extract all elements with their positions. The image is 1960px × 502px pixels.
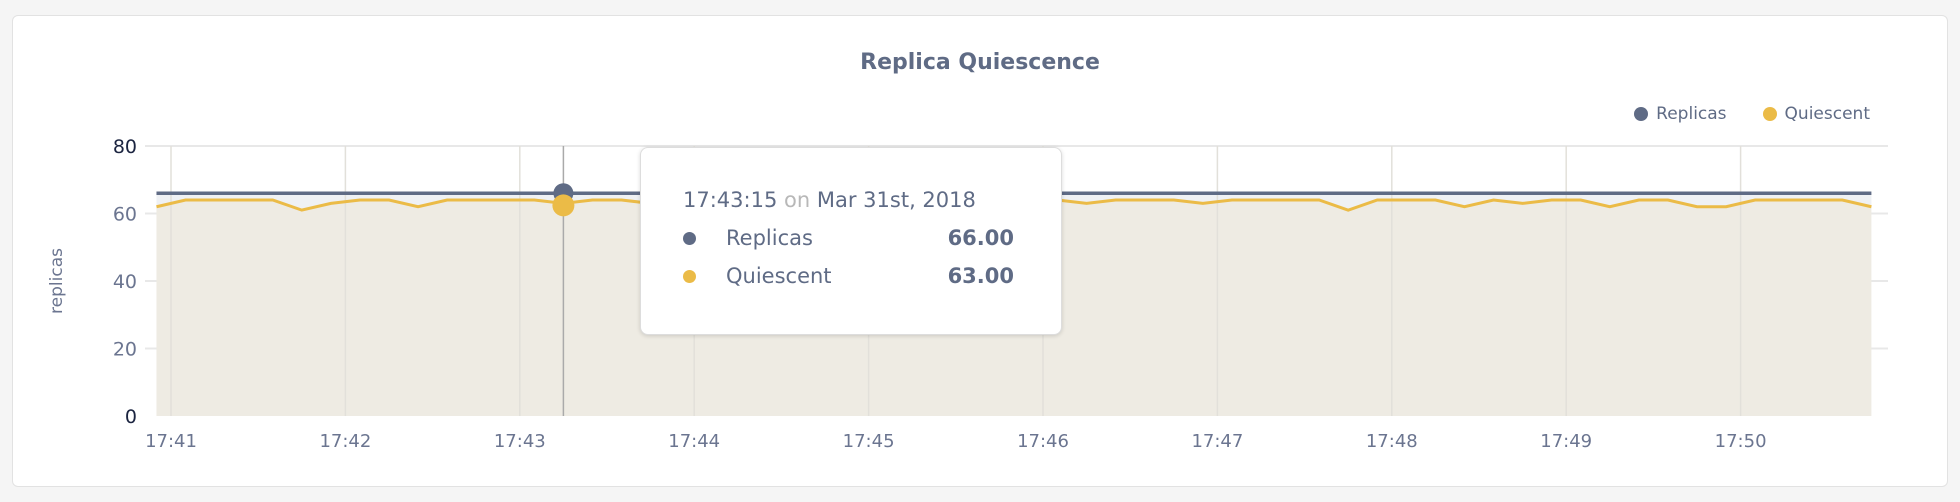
series-dot-icon — [683, 269, 696, 283]
x-tick-label: 17:44 — [668, 431, 720, 452]
legend-item-quiescent[interactable]: Quiescent — [1762, 104, 1870, 124]
y-tick-label: 60 — [113, 204, 137, 226]
y-tick-label: 80 — [113, 136, 137, 158]
tooltip-label: Quiescent — [726, 264, 832, 288]
legend-label: Quiescent — [1784, 104, 1870, 124]
hover-point-quiescent — [552, 194, 575, 217]
tooltip-value: 63.00 — [947, 264, 1014, 288]
y-tick-label: 20 — [113, 339, 137, 361]
x-tick-label: 17:43 — [494, 431, 546, 452]
x-tick-label: 17:42 — [319, 431, 371, 452]
legend-dot-icon — [1762, 107, 1777, 121]
y-tick-label: 0 — [125, 406, 137, 428]
tooltip-time: 17:43:15 — [683, 188, 778, 212]
tooltip-label: Replicas — [726, 226, 813, 250]
legend: Replicas Quiescent — [1634, 104, 1870, 124]
tooltip-row-replicas: Replicas 66.00 — [683, 226, 1061, 250]
y-tick-label: 40 — [113, 271, 137, 293]
tooltip-header: 17:43:15 on Mar 31st, 2018 — [683, 188, 1061, 212]
x-tick-label: 17:47 — [1191, 431, 1243, 452]
tooltip-row-quiescent: Quiescent 63.00 — [683, 264, 1061, 288]
x-tick-label: 17:49 — [1540, 431, 1592, 452]
series-dot-icon — [683, 231, 696, 245]
y-axis-label: replicas — [47, 248, 67, 314]
x-tick-label: 17:48 — [1366, 431, 1418, 452]
tooltip-on: on — [784, 188, 811, 212]
tooltip: 17:43:15 on Mar 31st, 2018 Replicas 66.0… — [640, 147, 1062, 335]
x-tick-label: 17:50 — [1715, 431, 1767, 452]
legend-label: Replicas — [1656, 104, 1727, 124]
chart-title: Replica Quiescence — [860, 50, 1100, 75]
tooltip-date: Mar 31st, 2018 — [816, 188, 976, 212]
x-tick-label: 17:45 — [843, 431, 895, 452]
tooltip-value: 66.00 — [947, 226, 1014, 250]
x-tick-label: 17:41 — [145, 431, 197, 452]
replicas-area — [156, 193, 1872, 211]
legend-item-replicas[interactable]: Replicas — [1634, 104, 1727, 124]
legend-dot-icon — [1634, 107, 1649, 121]
x-tick-label: 17:46 — [1017, 431, 1069, 452]
